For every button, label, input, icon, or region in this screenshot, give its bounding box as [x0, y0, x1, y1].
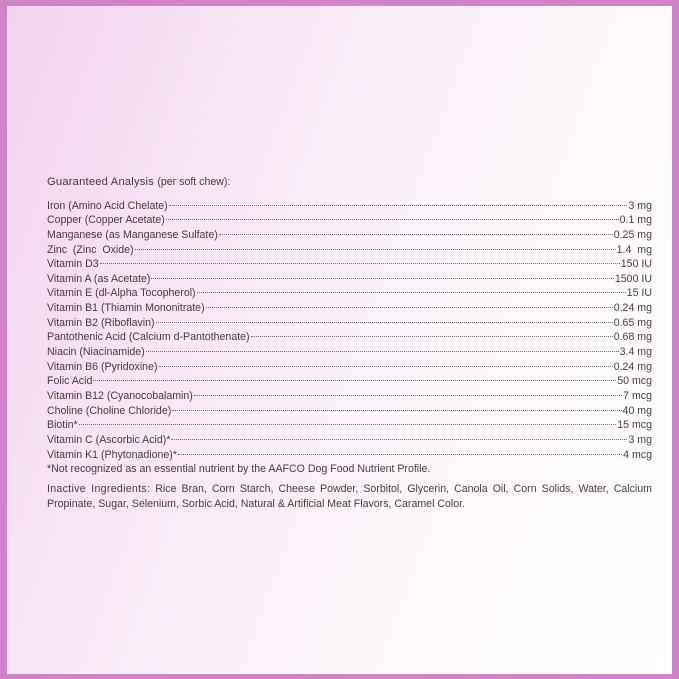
nutrient-value: 0.25 mg [613, 228, 652, 241]
dot-leader [158, 355, 613, 370]
guaranteed-analysis: Guaranteed Analysis (per soft chew): Iro… [47, 176, 652, 512]
nutrient-value: 15 mcg [617, 419, 652, 432]
nutrient-row: Vitamin B12 (Cyanocobalamin) 7 mcg [47, 384, 652, 402]
nutrient-name: Choline (Choline Chloride) [47, 404, 172, 417]
nutrient-value: 4 mcg [623, 448, 652, 461]
nutrient-value: 1500 IU [614, 272, 652, 285]
nutrient-name: Niacin (Niacinamide) [47, 346, 145, 359]
nutrient-value: 3.4 mg [619, 346, 652, 359]
nutrient-name: Vitamin B1 (Thiamin Mononitrate) [47, 302, 205, 315]
nutrient-value: 15 IU [626, 287, 652, 300]
nutrient-row: Pantothenic Acid (Calcium d-Pantothenate… [47, 326, 652, 343]
dot-leader [218, 223, 613, 238]
analysis-heading: Guaranteed Analysis (per soft chew): [47, 176, 652, 188]
dot-leader [168, 194, 628, 209]
analysis-subtitle: (per soft chew): [157, 176, 231, 188]
nutrient-row: Zinc (Zinc Oxide) 1.4 mg [47, 238, 652, 256]
dot-leader [193, 384, 623, 399]
nutrient-value: 7 mcg [623, 389, 652, 402]
nutrient-row: Vitamin B2 (Riboflavin) 0.65 mg [47, 311, 652, 329]
nutrient-row: Niacin (Niacinamide) 3.4 mg [47, 340, 652, 358]
dot-leader [172, 399, 622, 414]
nutrient-name: Vitamin C (Ascorbic Acid)* [47, 433, 171, 446]
nutrient-value: 0.24 mg [613, 360, 652, 373]
nutrient-name: Pantothenic Acid (Calcium d-Pantothenate… [47, 331, 250, 344]
nutrient-name: Vitamin K1 (Phytonadione)* [47, 448, 177, 461]
nutrient-value: 40 mg [622, 404, 652, 417]
nutrient-name: Vitamin E (dl-Alpha Tocopherol) [47, 287, 196, 300]
nutrient-row: Manganese (as Manganese Sulfate) 0.25 mg [47, 223, 652, 241]
dot-leader [205, 296, 613, 311]
nutrient-name: Biotin* [47, 419, 78, 432]
nutrient-name: Vitamin A (as Acetate) [47, 272, 151, 285]
nutrient-name: Vitamin D3 [47, 258, 99, 271]
dot-leader [78, 414, 617, 429]
dot-leader [165, 209, 619, 224]
nutrient-value: 50 mcg [617, 375, 652, 388]
nutrient-row: Vitamin B1 (Thiamin Mononitrate) 0.24 mg [47, 296, 652, 314]
nutrient-row: Vitamin B6 (Pyridoxine) 0.24 mg [47, 355, 652, 373]
nutrient-name: Vitamin B12 (Cyanocobalamin) [47, 389, 193, 402]
nutrient-value: 0.65 mg [613, 316, 652, 329]
nutrient-value: 150 IU [620, 258, 652, 271]
nutrient-name: Copper (Copper Acetate) [47, 214, 165, 227]
nutrient-row: Vitamin E (dl-Alpha Tocopherol) 15 IU [47, 282, 652, 299]
nutrient-row: Vitamin A (as Acetate) 1500 IU [47, 267, 652, 285]
nutrient-value: 3 mg [628, 433, 652, 446]
nutrient-row: Copper (Copper Acetate) 0.1 mg [47, 209, 652, 226]
nutrient-name: Vitamin B6 (Pyridoxine) [47, 360, 158, 373]
nutrient-name: Zinc (Zinc Oxide) [47, 243, 134, 256]
nutrient-row: Vitamin K1 (Phytonadione)* 4 mcg [47, 443, 652, 461]
dot-leader [171, 428, 628, 443]
dot-leader [177, 443, 623, 458]
nutrient-value: 3 mg [628, 199, 652, 212]
label-panel: Guaranteed Analysis (per soft chew): Iro… [7, 6, 672, 674]
dot-leader [196, 282, 626, 297]
footnote: *Not recognized as an essential nutrient… [47, 462, 431, 475]
analysis-title: Guaranteed Analysis [47, 176, 155, 188]
dot-leader [134, 238, 616, 253]
nutrient-name: Folic Acid [47, 375, 93, 388]
nutrient-row: Folic Acid 50 mcg [47, 370, 652, 387]
nutrient-row: Biotin* 15 mcg [47, 414, 652, 431]
inactive-label: Inactive Ingredients: [47, 482, 151, 495]
dot-leader [145, 340, 619, 355]
nutrient-value: 1.4 mg [616, 243, 652, 256]
nutrient-row: Iron (Amino Acid Chelate) 3 mg [47, 194, 652, 212]
nutrient-row: Vitamin D3 150 IU [47, 253, 652, 270]
nutrient-value: 0.68 mg [613, 331, 652, 344]
nutrient-name: Manganese (as Manganese Sulfate) [47, 228, 218, 241]
inactive-ingredients: Inactive Ingredients: Rice Bran, Corn St… [47, 482, 652, 512]
dot-leader [93, 370, 617, 385]
dot-leader [151, 267, 614, 282]
dot-leader [250, 326, 613, 341]
nutrient-value: 0.24 mg [613, 302, 652, 315]
inactive-text: Rice Bran, Corn Starch, Cheese Powder, S… [47, 482, 652, 510]
nutrient-row: Vitamin C (Ascorbic Acid)* 3 mg [47, 428, 652, 446]
nutrient-row: Choline (Choline Chloride) 40 mg [47, 399, 652, 417]
dot-leader [99, 253, 620, 268]
nutrient-value: 0.1 mg [619, 214, 652, 227]
dot-leader [155, 311, 613, 326]
nutrient-name: Iron (Amino Acid Chelate) [47, 199, 168, 212]
nutrient-list: Iron (Amino Acid Chelate) 3 mg Copper (Cop… [47, 194, 652, 461]
nutrient-name: Vitamin B2 (Riboflavin) [47, 316, 155, 329]
